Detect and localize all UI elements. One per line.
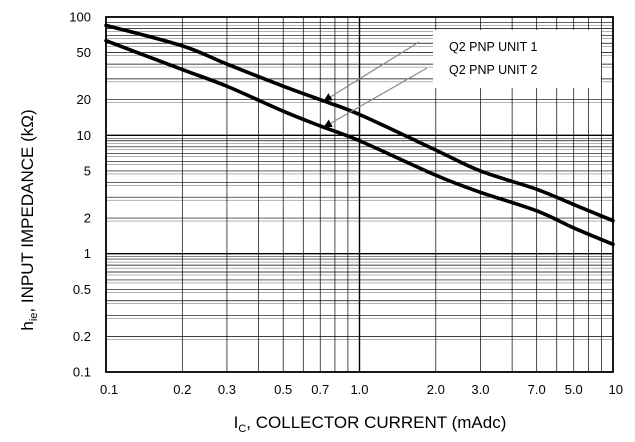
- y-axis-title-main: h: [18, 321, 37, 330]
- y-axis-title-rest: , INPUT IMPEDANCE (kΩ): [18, 109, 37, 312]
- legend: Q2 PNP UNIT 1 Q2 PNP UNIT 2: [323, 30, 601, 128]
- y-tick-label: 5: [84, 163, 91, 178]
- x-tick-label: 0.3: [218, 382, 236, 397]
- y-tick-label: 50: [77, 45, 91, 60]
- tick-labels: 100 50 20 10 5 2 1 0.5 0.2 0.1 0.1 0.2 0.3 0.5 0.7 1.0 2…: [69, 10, 623, 398]
- x-tick-label: 10: [609, 382, 623, 397]
- y-tick-label: 20: [77, 92, 91, 107]
- x-axis-title: IC, COLLECTOR CURRENT (mAdc): [234, 413, 507, 435]
- legend-arrow-2: [323, 67, 428, 128]
- x-axis-title-sub: C: [238, 423, 246, 435]
- legend-entry-1: Q2 PNP UNIT 1: [449, 40, 538, 54]
- y-tick-label: 100: [69, 10, 91, 25]
- y-tick-label: 0.2: [73, 329, 91, 344]
- x-tick-label: 0.7: [311, 382, 329, 397]
- legend-arrow-1: [323, 41, 420, 102]
- y-tick-label: 0.1: [73, 365, 91, 380]
- x-axis-title-rest: , COLLECTOR CURRENT (mAdc): [246, 413, 506, 432]
- x-axis-title-main: I: [234, 413, 239, 432]
- y-axis-title-sub: ie: [28, 313, 40, 322]
- x-tick-label: 3.0: [471, 382, 489, 397]
- y-axis-title: hie, INPUT IMPEDANCE (kΩ): [18, 109, 40, 330]
- y-tick-label: 10: [77, 128, 91, 143]
- x-tick-label: 0.1: [100, 382, 118, 397]
- x-tick-label: 0.2: [173, 382, 191, 397]
- series-lines: [104, 23, 615, 247]
- legend-box: [433, 30, 601, 88]
- series-line-1: [104, 23, 615, 223]
- y-tick-label: 0.5: [73, 282, 91, 297]
- x-tick-label: 2.0: [427, 382, 445, 397]
- y-tick-label: 2: [84, 211, 91, 226]
- series-line-2: [104, 38, 615, 247]
- x-tick-label: 7.0: [528, 382, 546, 397]
- legend-entry-2: Q2 PNP UNIT 2: [449, 63, 538, 77]
- y-tick-label: 1: [84, 246, 91, 261]
- x-tick-label: 0.5: [274, 382, 292, 397]
- x-tick-label: 1.0: [350, 382, 368, 397]
- x-tick-label: 5.0: [565, 382, 583, 397]
